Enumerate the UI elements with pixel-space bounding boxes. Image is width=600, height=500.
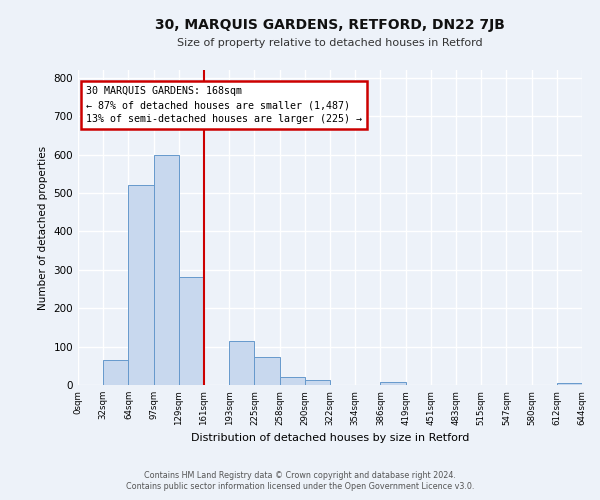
Text: Contains HM Land Registry data © Crown copyright and database right 2024.: Contains HM Land Registry data © Crown c… — [144, 471, 456, 480]
Bar — [557, 383, 582, 385]
Text: Size of property relative to detached houses in Retford: Size of property relative to detached ho… — [177, 38, 483, 48]
Text: 30, MARQUIS GARDENS, RETFORD, DN22 7JB: 30, MARQUIS GARDENS, RETFORD, DN22 7JB — [155, 18, 505, 32]
Bar — [380, 382, 406, 385]
Text: 30 MARQUIS GARDENS: 168sqm
← 87% of detached houses are smaller (1,487)
13% of s: 30 MARQUIS GARDENS: 168sqm ← 87% of deta… — [86, 86, 362, 124]
Bar — [229, 341, 254, 385]
Bar — [103, 360, 128, 385]
Bar — [128, 185, 154, 385]
Bar — [154, 154, 179, 385]
Bar — [280, 376, 305, 385]
Text: Contains public sector information licensed under the Open Government Licence v3: Contains public sector information licen… — [126, 482, 474, 491]
Bar — [179, 278, 204, 385]
Y-axis label: Number of detached properties: Number of detached properties — [38, 146, 48, 310]
Bar — [305, 380, 330, 385]
X-axis label: Distribution of detached houses by size in Retford: Distribution of detached houses by size … — [191, 433, 469, 443]
Bar — [254, 358, 280, 385]
